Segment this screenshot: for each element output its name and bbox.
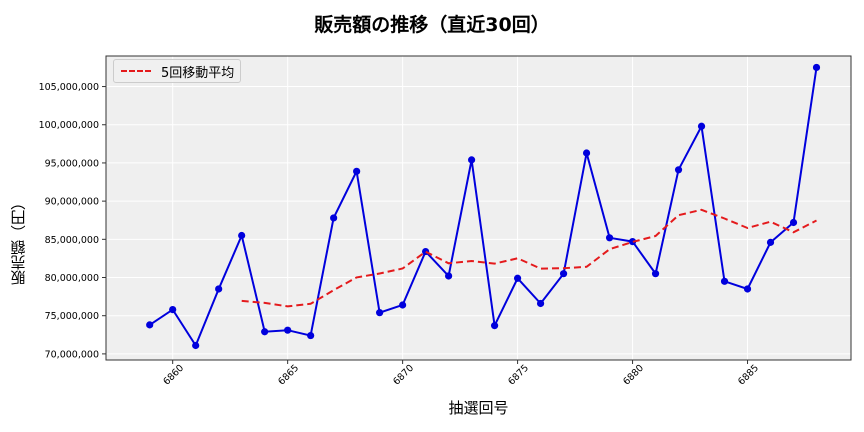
data-point-marker [169, 305, 177, 314]
data-point-marker [743, 285, 752, 293]
data-point-marker [812, 63, 821, 72]
data-point-marker [284, 326, 292, 334]
data-point-marker [674, 166, 683, 174]
data-point-marker [513, 274, 522, 282]
moving-average-line [241, 208, 817, 308]
data-point-marker [582, 149, 591, 157]
data-point-marker [789, 218, 798, 227]
chart-title: 販売額の推移（直近30回） [314, 14, 550, 36]
data-point-marker [651, 270, 660, 278]
y-tick-label: 80,000,000 [45, 273, 99, 284]
data-point-marker [353, 167, 361, 175]
data-point-marker [536, 299, 545, 308]
data-point-marker [697, 122, 706, 130]
data-point-marker [261, 328, 269, 336]
legend: 5回移動平均 [113, 59, 241, 83]
data-point-marker [146, 321, 154, 329]
data-point-marker [192, 341, 200, 350]
data-point-marker [238, 231, 246, 240]
plot-frame [105, 55, 852, 361]
data-point-marker [559, 270, 568, 278]
y-tick-label: 70,000,000 [45, 349, 99, 360]
data-point-marker [330, 214, 338, 222]
x-axis-ticks: 6860 6865 6870 6875 6880 6885 [161, 360, 761, 388]
data-point-marker [468, 156, 476, 164]
data-point-marker [720, 277, 729, 285]
y-tick-label: 95,000,000 [45, 158, 99, 169]
x-tick-label: 6865 [276, 363, 301, 388]
y-axis-ticks: 70,000,000 75,000,000 80,000,000 85,000,000… [39, 82, 106, 360]
data-point-marker [399, 301, 407, 309]
data-point-marker [215, 285, 223, 293]
y-tick-label: 100,000,000 [39, 120, 99, 131]
legend-label-moving-average: 5回移動平均 [161, 65, 235, 81]
legend-dashed-line-icon [121, 70, 151, 72]
y-tick-label: 90,000,000 [45, 197, 99, 208]
x-tick-label: 6870 [391, 363, 416, 388]
x-tick-label: 6885 [736, 363, 761, 388]
series-layer [146, 63, 821, 350]
data-point-marker [307, 331, 315, 340]
data-point-marker [605, 234, 614, 242]
data-point-marker [628, 238, 637, 246]
data-point-marker [376, 309, 384, 317]
sales-line [149, 67, 818, 348]
data-point-marker [766, 238, 775, 246]
data-point-marker [445, 272, 453, 280]
x-tick-label: 6880 [621, 363, 646, 388]
y-tick-label: 105,000,000 [39, 82, 99, 93]
x-tick-label: 6875 [506, 363, 531, 388]
x-tick-label: 6860 [161, 363, 186, 388]
y-tick-label: 75,000,000 [45, 311, 99, 322]
data-point-marker [490, 322, 499, 330]
x-axis-label: 抽選回号 [448, 399, 509, 417]
y-axis-label: 販売額（円） [9, 195, 28, 285]
y-tick-label: 85,000,000 [45, 235, 99, 246]
